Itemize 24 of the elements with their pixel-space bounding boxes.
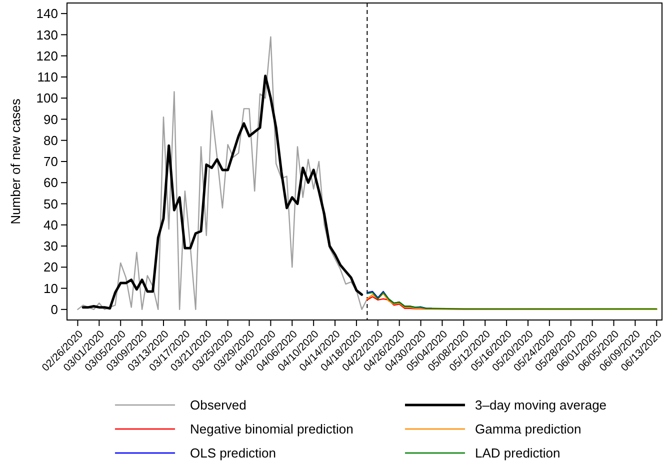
y-axis-title: Number of new cases — [8, 98, 23, 224]
legend-label: LAD prediction — [475, 446, 560, 461]
y-tick-label: 10 — [44, 280, 58, 296]
legend-label: Negative binomial prediction — [190, 422, 354, 437]
y-tick-label: 90 — [44, 112, 58, 127]
y-tick-label: 110 — [37, 70, 58, 85]
legend-label: Gamma prediction — [475, 422, 582, 437]
legend-label: OLS prediction — [190, 446, 276, 461]
y-tick-label: 60 — [44, 175, 58, 190]
line-series — [77, 36, 368, 310]
y-tick-label: 70 — [44, 154, 58, 170]
legend-label: Observed — [190, 398, 246, 413]
y-tick-label: 30 — [44, 238, 58, 254]
y-tick-label: 20 — [44, 260, 58, 275]
line-series — [82, 74, 364, 310]
y-tick-label: 40 — [44, 217, 58, 232]
y-tick-label: 120 — [36, 48, 58, 64]
y-tick-label: 140 — [36, 6, 58, 22]
y-tick-label: 0 — [50, 302, 58, 317]
y-tick-label: 80 — [44, 132, 58, 148]
y-tick-label: 50 — [44, 196, 58, 212]
y-tick-label: 100 — [36, 90, 58, 106]
y-tick-label: 130 — [36, 27, 58, 42]
legend-label: 3–day moving average — [475, 398, 607, 413]
